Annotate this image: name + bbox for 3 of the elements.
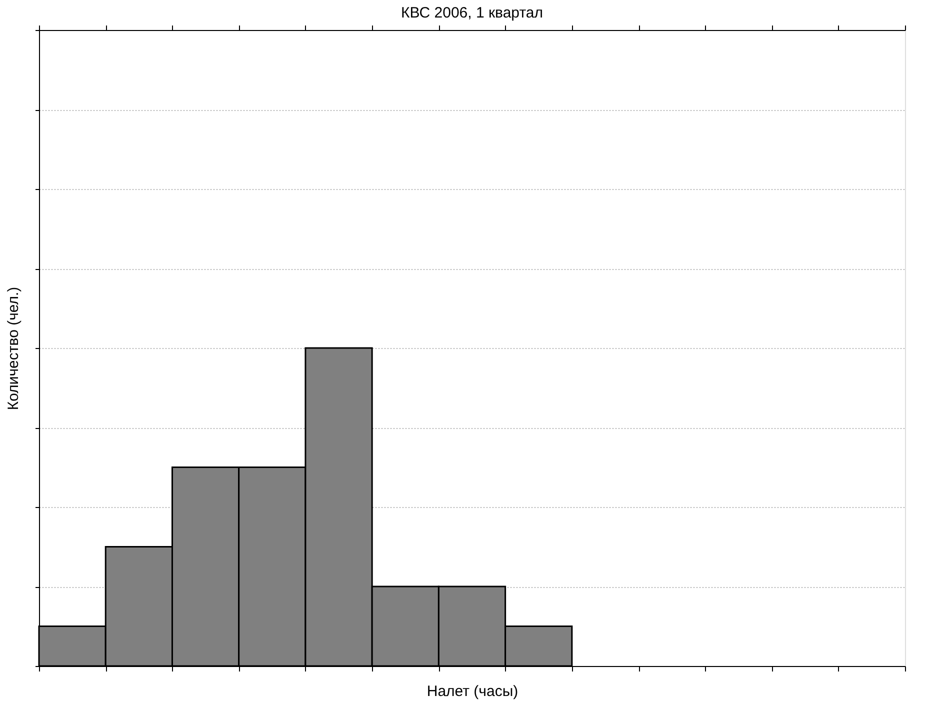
y-axis-title: Количество (чел.) [5, 286, 22, 410]
chart-title: КВС 2006, 1 квартал [401, 4, 543, 22]
x-axis-title: Налет (часы) [426, 683, 518, 700]
